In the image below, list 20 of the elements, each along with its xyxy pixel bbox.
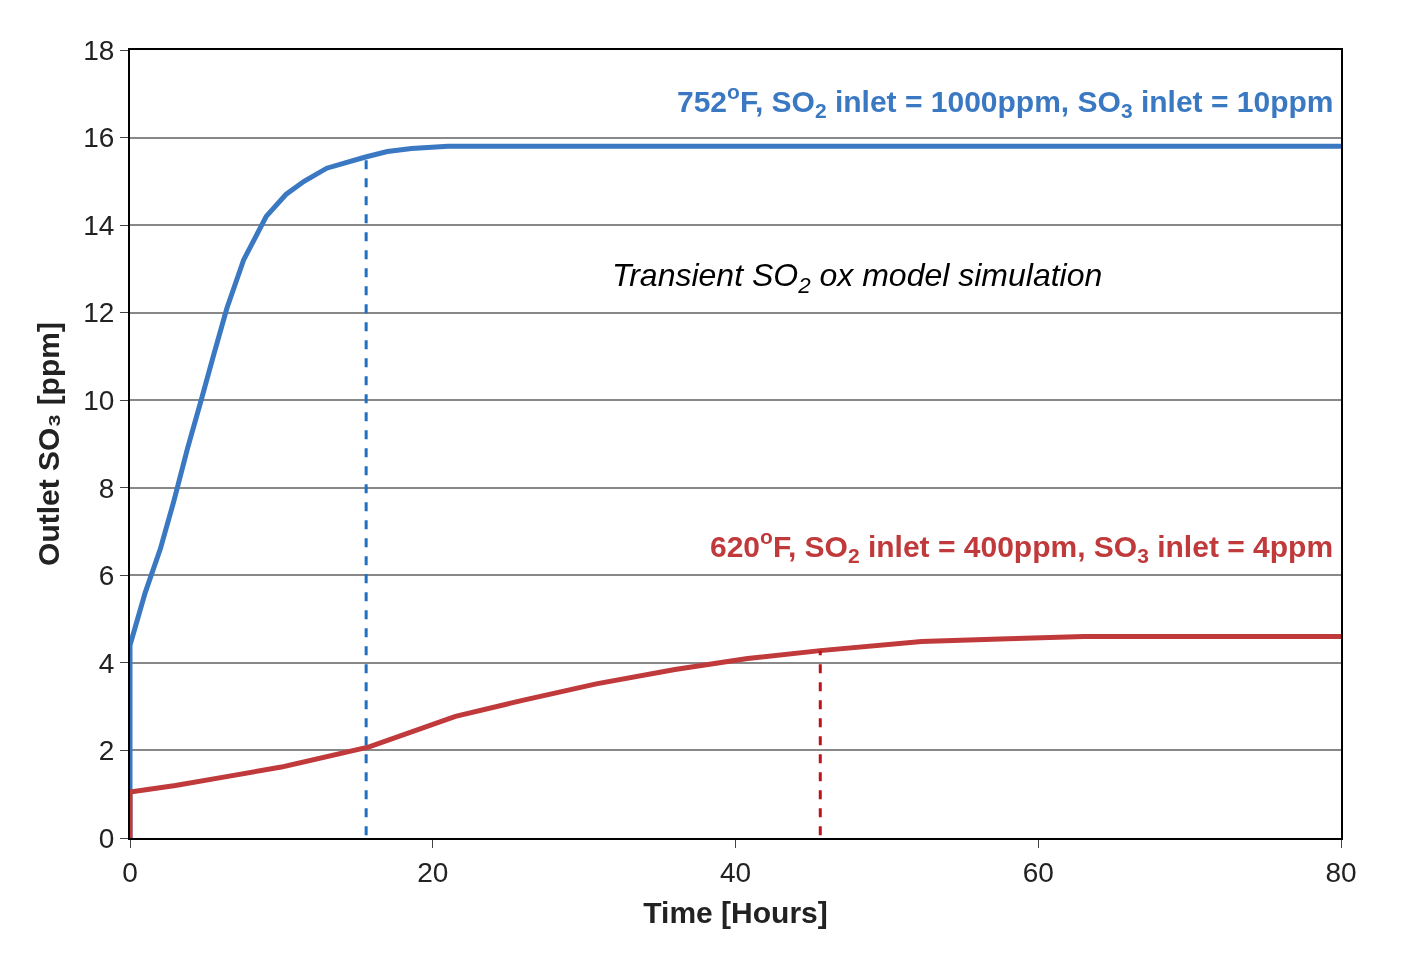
y-tick-label: 6	[98, 560, 115, 592]
y-axis-title: Outlet SO₃ [ppm]	[31, 322, 65, 566]
y-tick-label: 10	[83, 385, 115, 417]
x-tick-label: 80	[1325, 856, 1357, 888]
x-tick-label: 0	[122, 856, 138, 888]
y-tick-label: 0	[98, 822, 115, 854]
y-tick-label: 12	[83, 297, 115, 329]
annotation: 620$^{o}$F, SO$_{2}$ inlet = 400ppm, SO$_{3}$ inlet = 4ppm	[710, 525, 1334, 567]
annotation: 752$^{o}$F, SO$_{2}$ inlet = 1000ppm, SO$_{3}$ inlet = 10ppm	[677, 80, 1334, 122]
y-tick-label: 18	[83, 34, 115, 66]
annotation: Transient SO$_{2}$ ox model simulation	[612, 257, 1103, 298]
x-tick-label: 20	[417, 856, 449, 888]
y-tick-label: 4	[98, 647, 115, 679]
y-tick-label: 14	[83, 209, 115, 241]
x-tick-label: 60	[1022, 856, 1054, 888]
y-tick-label: 16	[83, 122, 115, 154]
y-tick-label: 8	[98, 472, 115, 504]
y-tick-label: 2	[98, 735, 115, 767]
x-tick-label: 40	[719, 856, 752, 888]
x-axis-title: Time [Hours]	[643, 895, 828, 929]
